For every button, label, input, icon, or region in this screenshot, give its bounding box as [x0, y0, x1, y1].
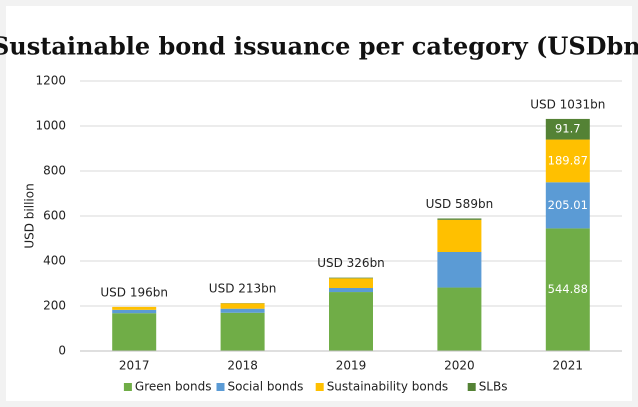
y-tick-label: 200 — [43, 299, 66, 313]
total-label: USD 589bn — [426, 197, 494, 211]
bar-segment — [545, 118, 590, 140]
x-tick-label: 2018 — [227, 359, 258, 373]
bar-segment — [437, 218, 482, 220]
x-tick-label: 2020 — [444, 359, 475, 373]
bar-segment — [220, 312, 265, 351]
total-label: USD 213bn — [209, 282, 277, 296]
legend-swatch — [467, 383, 476, 391]
x-tick-label: 2019 — [336, 359, 367, 373]
total-label: USD 326bn — [317, 256, 385, 270]
bar-segment — [220, 303, 265, 309]
legend-swatch — [315, 383, 324, 391]
bar-segment — [545, 182, 590, 229]
bar-segment — [329, 288, 373, 293]
bar-segment — [329, 277, 373, 279]
total-label: USD 1031bn — [530, 97, 605, 111]
bar-segment — [329, 292, 373, 351]
legend-label: Sustainability bonds — [327, 380, 449, 394]
legend-label: SLBs — [479, 380, 508, 394]
chart-title: Sustainable bond issuance per category (… — [0, 32, 638, 61]
data-label: 189.87 — [548, 153, 588, 167]
bar-segment — [545, 139, 590, 183]
legend-swatch — [216, 383, 225, 391]
legend-label: Green bonds — [135, 380, 212, 394]
data-label: 91.7 — [555, 122, 581, 136]
data-label: 205.01 — [548, 198, 588, 212]
bar-segment — [220, 308, 265, 313]
bar-segment — [112, 309, 157, 314]
data-label: 544.88 — [548, 282, 588, 296]
bar-segment — [112, 306, 157, 310]
bar-segment — [437, 252, 482, 288]
y-tick-label: 400 — [43, 254, 66, 268]
total-label: USD 196bn — [100, 285, 168, 299]
legend-label: Social bonds — [228, 380, 304, 394]
bar-segment — [437, 287, 482, 351]
legend-swatch — [123, 383, 132, 391]
chart-background — [6, 6, 632, 401]
y-tick-label: 800 — [43, 164, 66, 178]
y-axis-label: USD billion — [23, 183, 37, 248]
bar-segment — [112, 313, 157, 351]
y-tick-label: 1000 — [35, 119, 66, 133]
bar-segment — [329, 278, 373, 288]
x-tick-label: 2017 — [119, 359, 150, 373]
y-tick-label: 600 — [43, 209, 66, 223]
x-tick-label: 2021 — [553, 359, 584, 373]
y-tick-label: 0 — [58, 344, 66, 358]
bar-segment — [437, 219, 482, 252]
y-tick-label: 1200 — [35, 74, 66, 88]
bar-segment — [545, 228, 590, 351]
